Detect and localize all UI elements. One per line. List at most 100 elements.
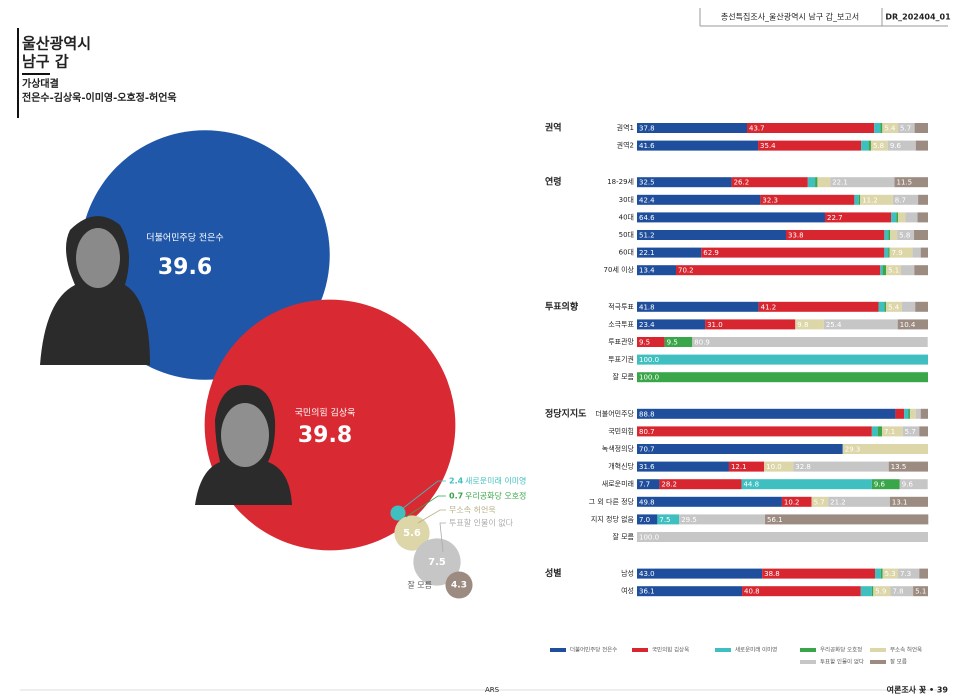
data-label: 7.3	[900, 570, 911, 578]
bar-segment	[882, 123, 899, 133]
category-label: 적극투표	[608, 302, 634, 311]
leader-line	[405, 495, 446, 518]
data-label: 22.1	[832, 179, 848, 187]
data-label: 36.1	[639, 588, 655, 596]
category-label: 투표기권	[608, 355, 634, 364]
bar-segment	[915, 301, 928, 312]
bar-segment	[908, 408, 910, 419]
candidate-face	[221, 403, 269, 467]
bar-segment	[705, 319, 796, 330]
bubble-value: 2.4	[449, 477, 464, 486]
bar-segment	[895, 408, 905, 419]
candidate-face	[76, 228, 120, 288]
data-label: 7.9	[892, 249, 903, 257]
bar-segment	[897, 319, 928, 330]
bar-segment	[873, 586, 891, 597]
bar-segment	[760, 194, 855, 205]
bar-segment	[887, 140, 916, 151]
data-label: 43.0	[639, 570, 655, 578]
photos	[40, 216, 292, 505]
data-label: 41.6	[639, 142, 655, 150]
data-label: 32.5	[639, 179, 655, 187]
bar-segment	[882, 265, 887, 276]
bar-segment	[765, 514, 929, 525]
bar-segment	[888, 230, 891, 240]
bubble-name: 국민의힘 김상욱	[295, 407, 356, 419]
data-label: 62.9	[703, 249, 719, 257]
group-label: 연령	[545, 176, 562, 188]
bar-segment	[898, 212, 906, 223]
bar-segment	[858, 194, 861, 205]
group-label: 권역	[545, 122, 562, 134]
category-label: 지지 정당 없음	[591, 514, 635, 523]
bar-segment	[898, 568, 920, 579]
bar-segment	[637, 301, 759, 312]
bar-segment	[914, 123, 928, 133]
data-label: 51.2	[639, 232, 655, 240]
bar-segment	[892, 194, 919, 205]
bubble-value: 7.5	[428, 557, 446, 568]
bar-segment	[861, 140, 869, 151]
data-label: 88.8	[639, 410, 655, 418]
bar-segment	[914, 265, 928, 276]
data-label: 7.0	[639, 516, 650, 524]
bar-segment	[877, 426, 883, 437]
bar-segment	[889, 496, 928, 507]
bar-segment	[894, 177, 928, 188]
bubble	[390, 505, 406, 521]
header-report: 총선특집조사_울산광역시 남구 갑_보고서	[721, 12, 859, 22]
category-label: 50대	[619, 231, 634, 239]
bubble-name: 잘 모름	[407, 581, 432, 590]
data-label: 9.5	[667, 339, 678, 347]
bar-segment	[884, 301, 887, 312]
data-label: 22.7	[827, 214, 843, 222]
bar-segment	[889, 247, 913, 258]
bar-segment	[890, 586, 914, 597]
legend-label: 국민의힘 김상욱	[652, 646, 689, 654]
bar-segment	[880, 568, 883, 579]
data-label: 7.8	[892, 588, 903, 596]
data-label: 5.8	[899, 232, 910, 240]
data-label: 5.4	[888, 303, 900, 311]
bar-segment	[886, 265, 901, 276]
category-label: 잘 모름	[612, 533, 634, 541]
data-label: 13.4	[639, 267, 655, 275]
bar-segment	[870, 140, 888, 151]
data-label: 37.8	[639, 125, 655, 133]
data-label: 32.3	[762, 196, 778, 204]
bar-segment	[637, 461, 729, 472]
bar-segment	[793, 461, 889, 472]
bar-segment	[637, 532, 928, 542]
bubble-value: 4.3	[451, 581, 467, 591]
data-label: 5.4	[884, 125, 896, 133]
bubble-value: 5.6	[403, 528, 421, 539]
bar-segment	[905, 212, 918, 223]
bar-segment	[637, 426, 872, 437]
category-label: 여성	[621, 586, 634, 595]
bar-segment	[637, 514, 658, 525]
bar-segment	[679, 514, 766, 525]
bar-segment	[657, 514, 680, 525]
data-label: 31.6	[639, 463, 655, 471]
bar-segment	[899, 479, 928, 490]
bubble-value: 0.7	[449, 492, 463, 501]
legend-swatch	[800, 648, 816, 652]
data-label: 43.7	[749, 125, 765, 133]
group-label: 투표의향	[545, 300, 579, 312]
data-label: 10.4	[900, 321, 916, 329]
legend-swatch	[550, 648, 566, 652]
bar-segment	[891, 212, 897, 223]
bubble-name: 새로운미래 이미영	[465, 476, 526, 486]
legend-label: 우리공화당 오호정	[820, 646, 862, 654]
data-label: 41.8	[639, 303, 655, 311]
data-label: 49.8	[639, 498, 655, 506]
bar-segment	[896, 212, 899, 223]
data-label: 13.5	[891, 463, 907, 471]
bar-segment	[871, 586, 874, 597]
bar-segment	[637, 337, 665, 347]
footer-method: ARS	[485, 686, 500, 694]
data-label: 12.1	[731, 463, 747, 471]
bar-segment	[917, 212, 928, 223]
bar-segment	[637, 265, 676, 276]
bar-segment	[637, 568, 763, 579]
